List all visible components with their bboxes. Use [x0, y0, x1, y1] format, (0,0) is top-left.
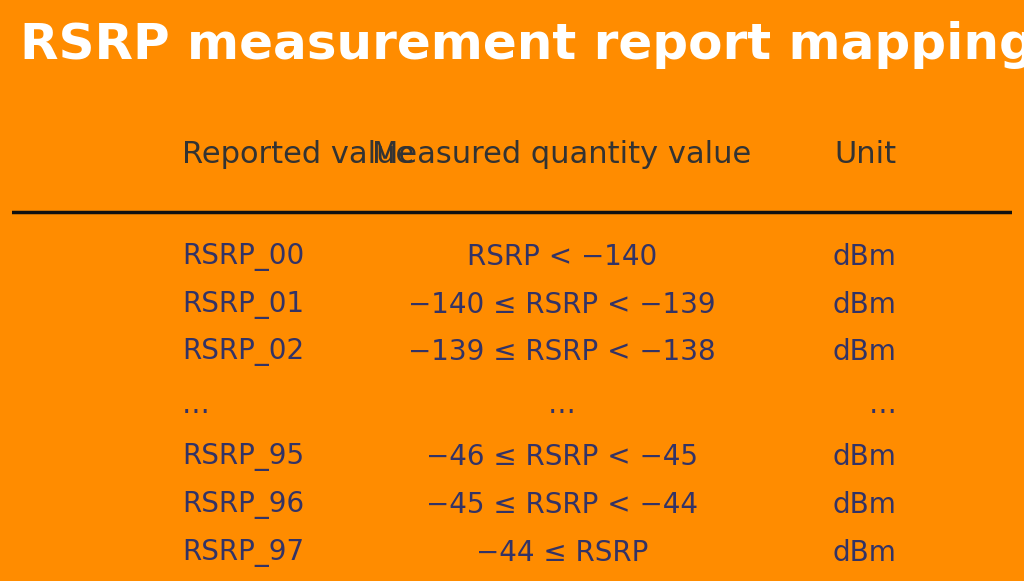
Text: dBm: dBm — [833, 443, 897, 471]
Text: RSRP_00: RSRP_00 — [182, 243, 304, 271]
Text: dBm: dBm — [833, 290, 897, 318]
Text: dBm: dBm — [833, 243, 897, 271]
Text: −45 ≤ RSRP < −44: −45 ≤ RSRP < −44 — [426, 491, 698, 519]
Text: dBm: dBm — [833, 539, 897, 566]
Text: Measured quantity value: Measured quantity value — [373, 140, 752, 168]
Text: −139 ≤ RSRP < −138: −139 ≤ RSRP < −138 — [409, 338, 716, 366]
Text: …: … — [548, 390, 575, 419]
Text: RSRP < −140: RSRP < −140 — [467, 243, 657, 271]
Text: RSRP_96: RSRP_96 — [182, 491, 304, 519]
Text: …: … — [869, 390, 897, 419]
Text: RSRP_01: RSRP_01 — [182, 290, 304, 318]
Text: …: … — [182, 390, 210, 419]
Text: −44 ≤ RSRP: −44 ≤ RSRP — [476, 539, 648, 566]
Text: dBm: dBm — [833, 338, 897, 366]
Text: RSRP_02: RSRP_02 — [182, 338, 304, 366]
Text: RSRP measurement report mapping.: RSRP measurement report mapping. — [20, 21, 1024, 69]
Text: −140 ≤ RSRP < −139: −140 ≤ RSRP < −139 — [409, 290, 716, 318]
Text: dBm: dBm — [833, 491, 897, 519]
Text: RSRP_95: RSRP_95 — [182, 443, 304, 471]
Text: Reported value: Reported value — [182, 140, 415, 168]
Text: RSRP_97: RSRP_97 — [182, 539, 304, 566]
Text: Unit: Unit — [835, 140, 897, 168]
Text: −46 ≤ RSRP < −45: −46 ≤ RSRP < −45 — [426, 443, 698, 471]
